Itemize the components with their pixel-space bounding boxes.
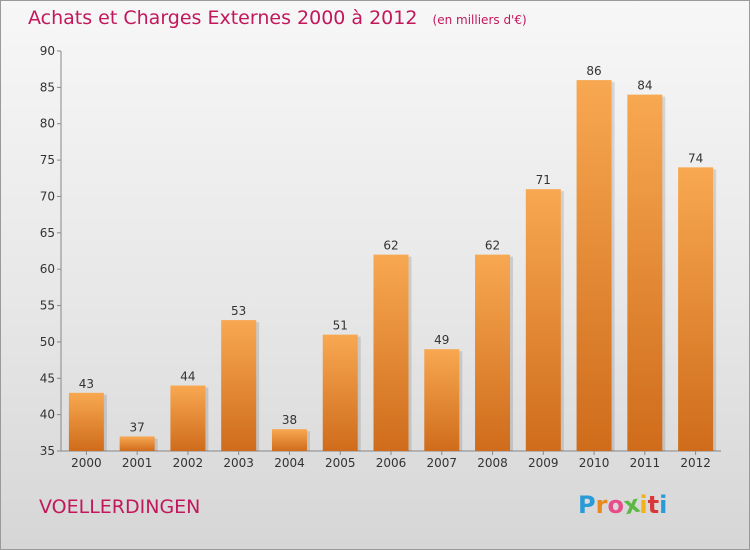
city-name: VOELLERDINGEN xyxy=(39,496,201,518)
x-tick-label: 2001 xyxy=(122,456,153,470)
data-label: 62 xyxy=(383,239,398,253)
chart-unit: (en milliers d'€) xyxy=(432,13,527,27)
bar xyxy=(221,320,257,451)
x-tick-label: 2000 xyxy=(71,456,102,470)
logo-letter: i xyxy=(639,491,648,519)
y-tick-label: 55 xyxy=(40,299,55,313)
bar xyxy=(170,385,206,451)
bar xyxy=(627,94,663,452)
chart-title: Achats et Charges Externes 2000 à 2012 xyxy=(28,7,418,29)
bar xyxy=(576,80,612,451)
data-label: 62 xyxy=(485,239,500,253)
data-label: 84 xyxy=(637,79,652,93)
x-tick-label: 2012 xyxy=(680,456,711,470)
y-tick-label: 70 xyxy=(40,189,55,203)
bar xyxy=(424,349,460,451)
y-tick-label: 65 xyxy=(40,226,55,240)
bar xyxy=(525,189,561,451)
x-tick-label: 2011 xyxy=(630,456,661,470)
bar xyxy=(373,254,409,451)
y-tick-label: 35 xyxy=(40,444,55,458)
data-label: 37 xyxy=(130,420,145,434)
data-label: 74 xyxy=(688,151,703,165)
y-tick-label: 40 xyxy=(40,408,55,422)
data-label: 53 xyxy=(231,304,246,318)
bar xyxy=(322,334,358,451)
data-label: 44 xyxy=(180,370,195,384)
data-label: 38 xyxy=(282,413,297,427)
x-tick-label: 2010 xyxy=(579,456,610,470)
data-label: 51 xyxy=(333,319,348,333)
y-tick-label: 45 xyxy=(40,371,55,385)
data-label: 71 xyxy=(536,173,551,187)
logo-letter: P xyxy=(578,491,596,519)
bar xyxy=(271,429,307,451)
data-label: 86 xyxy=(586,64,601,78)
bar xyxy=(68,392,104,451)
x-tick-label: 2009 xyxy=(528,456,559,470)
logo-letter: t xyxy=(647,491,660,519)
bar xyxy=(475,254,511,451)
bar xyxy=(119,436,155,451)
data-label: 49 xyxy=(434,333,449,347)
logo-letter: i xyxy=(659,491,668,519)
y-tick-label: 85 xyxy=(40,80,55,94)
proxiti-logo: Proxiti xyxy=(578,490,668,521)
logo-letter: r xyxy=(595,491,608,519)
x-tick-label: 2005 xyxy=(325,456,356,470)
y-tick-label: 80 xyxy=(40,117,55,131)
x-tick-label: 2006 xyxy=(376,456,407,470)
logo-letter: o xyxy=(607,491,624,519)
x-tick-label: 2004 xyxy=(274,456,305,470)
x-tick-label: 2002 xyxy=(173,456,204,470)
y-tick-label: 50 xyxy=(40,335,55,349)
x-tick-label: 2007 xyxy=(426,456,457,470)
y-tick-label: 60 xyxy=(40,262,55,276)
y-tick-label: 75 xyxy=(40,153,55,167)
data-label: 43 xyxy=(79,377,94,391)
x-tick-label: 2003 xyxy=(223,456,254,470)
chart-title-wrap: Achats et Charges Externes 2000 à 2012 (… xyxy=(28,7,527,29)
bar xyxy=(678,167,714,451)
y-tick-label: 90 xyxy=(40,44,55,58)
x-tick-label: 2008 xyxy=(477,456,508,470)
